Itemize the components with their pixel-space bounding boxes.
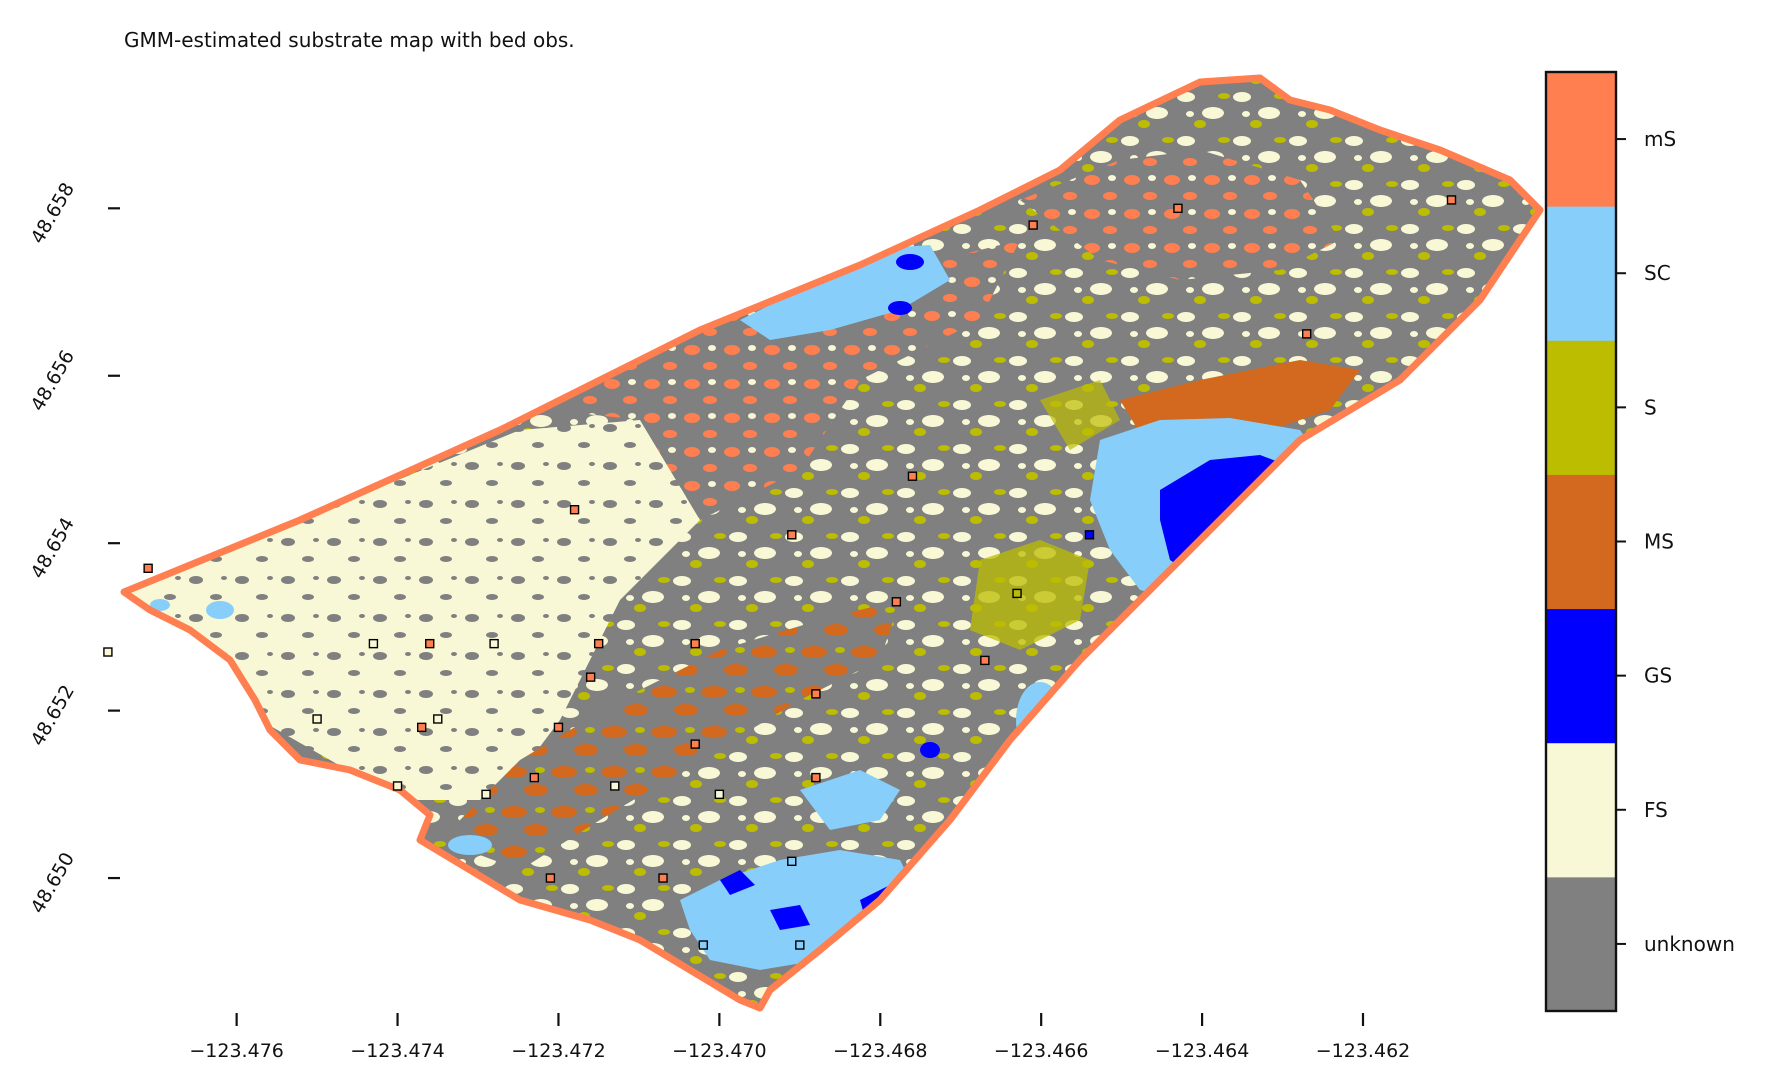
- observation-marker: [610, 781, 620, 791]
- observation-marker: [545, 873, 556, 883]
- observation-marker: [907, 471, 918, 481]
- survey-boundary: [120, 74, 1544, 1012]
- observation-marker: [787, 530, 797, 540]
- legend-swatch: [1546, 206, 1616, 341]
- observation-marker: [143, 563, 153, 574]
- observation-marker: [787, 856, 797, 867]
- legend-label: MS: [1644, 530, 1674, 554]
- observation-marker: [529, 772, 540, 783]
- observation-marker: [416, 722, 427, 733]
- observation-marker: [795, 940, 805, 950]
- legend-label: GS: [1644, 664, 1672, 688]
- substrate-raster: [124, 78, 1540, 1008]
- observation-marker: [1028, 220, 1038, 230]
- legend-label: SC: [1644, 261, 1671, 285]
- observation-marker: [585, 672, 596, 682]
- bed-observations: [103, 195, 1457, 950]
- observation-marker: [1084, 530, 1095, 540]
- legend-swatch: [1546, 72, 1616, 207]
- y-tick-label: 48.652: [27, 681, 79, 750]
- y-tick-label: 48.650: [27, 849, 79, 918]
- legend-swatch: [1546, 742, 1616, 878]
- observation-marker: [312, 714, 322, 724]
- observation-marker: [489, 638, 499, 649]
- legend-label: unknown: [1644, 932, 1735, 956]
- legend-colorbar: unknown FS GS MS S SC mS: [1544, 70, 1735, 1013]
- x-tick-label: −123.470: [672, 1040, 767, 1062]
- legend-swatch: [1546, 340, 1616, 475]
- observation-marker: [690, 638, 700, 649]
- observation-marker: [425, 638, 435, 649]
- observation-marker: [658, 873, 668, 883]
- legend-label: mS: [1644, 127, 1676, 151]
- x-tick-label: −123.466: [994, 1040, 1089, 1062]
- legend-label: FS: [1644, 798, 1668, 822]
- y-tick-label: 48.654: [27, 514, 79, 583]
- observation-marker: [811, 772, 821, 783]
- legend-label: S: [1644, 395, 1657, 419]
- observation-marker: [891, 597, 902, 607]
- y-tick-label: 48.656: [27, 346, 79, 415]
- observation-marker: [103, 647, 113, 657]
- observation-marker: [368, 638, 379, 649]
- observation-marker: [553, 722, 564, 733]
- x-tick-label: −123.468: [833, 1040, 928, 1062]
- y-tick-label: 48.658: [27, 179, 79, 248]
- x-axis: −123.476 −123.474 −123.472 −123.470 −123.468…: [189, 1013, 1410, 1062]
- observation-marker: [811, 689, 821, 699]
- x-tick-label: −123.462: [1316, 1040, 1411, 1062]
- x-tick-label: −123.472: [511, 1040, 606, 1062]
- map-title: GMM-estimated substrate map with bed obs…: [124, 28, 575, 52]
- observation-marker: [433, 714, 443, 724]
- legend-swatch: [1546, 474, 1616, 610]
- observation-marker: [481, 789, 491, 800]
- observation-marker: [1446, 195, 1457, 205]
- observation-marker: [569, 504, 580, 515]
- observation-marker: [980, 655, 990, 666]
- observation-marker: [698, 940, 708, 950]
- substrate-map: [103, 74, 1544, 1012]
- observation-marker: [1012, 588, 1022, 599]
- legend-frame: [1544, 70, 1618, 1013]
- legend-swatch: [1546, 608, 1616, 744]
- observation-marker: [593, 638, 604, 649]
- x-tick-label: −123.464: [1155, 1040, 1250, 1062]
- x-tick-label: −123.476: [189, 1040, 284, 1062]
- observation-marker: [392, 781, 403, 791]
- observation-marker: [714, 789, 725, 800]
- observation-marker: [1301, 329, 1312, 339]
- legend-swatch: [1546, 876, 1616, 1012]
- observation-marker: [1173, 203, 1183, 214]
- observation-marker: [690, 739, 700, 749]
- y-axis: 48.650 48.652 48.654 48.656 48.658: [27, 179, 120, 917]
- x-tick-label: −123.474: [350, 1040, 445, 1062]
